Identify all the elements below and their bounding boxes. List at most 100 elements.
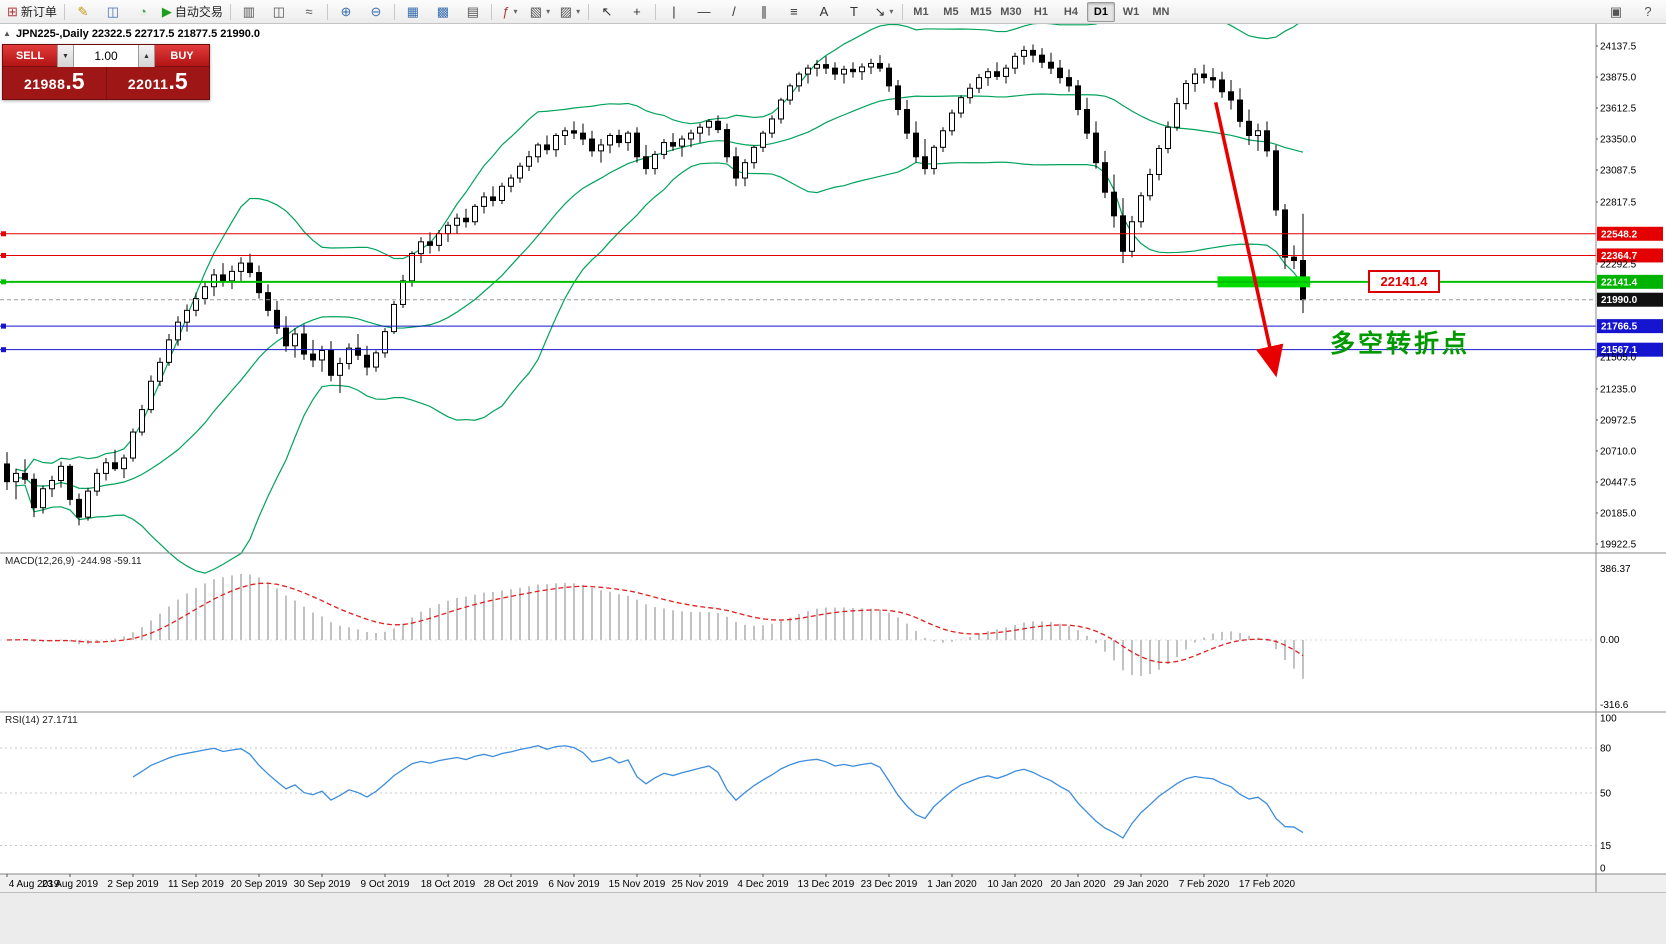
channel-icon[interactable]: ∥ <box>760 3 768 19</box>
svg-text:21766.5: 21766.5 <box>1601 322 1638 333</box>
price-label-object[interactable]: 22141.4 <box>1368 270 1440 293</box>
trendline-icon[interactable]: / <box>732 4 736 19</box>
text-icon[interactable]: A <box>819 4 829 19</box>
timeframe-d1-button[interactable]: D1 <box>1086 1 1115 22</box>
docking-icon[interactable]: ▣ <box>1609 3 1623 19</box>
volume-increase-button[interactable]: ▲ <box>138 45 155 67</box>
turning-point-text-object[interactable]: 多空转折点 <box>1330 330 1471 358</box>
svg-text:20710.0: 20710.0 <box>1600 446 1637 457</box>
cursor-icon[interactable]: ↖ <box>601 3 613 19</box>
date-axis <box>6 874 1268 877</box>
svg-text:-316.6: -316.6 <box>1600 700 1629 711</box>
svg-text:20 Sep 2019: 20 Sep 2019 <box>231 879 288 890</box>
buy-button[interactable]: BUY <box>155 45 209 67</box>
tile-windows-icon[interactable]: ▦ <box>406 3 420 19</box>
price-axis <box>1596 45 1663 545</box>
rsi-indicator-label: RSI(14) 27.1711 <box>5 715 78 726</box>
chart-canvas[interactable]: 24137.5 23875.0 23612.5 23350.0 23087.5 22817… <box>0 24 1666 892</box>
market-watch-icon[interactable]: ◫ <box>106 3 120 19</box>
candlestick-chart-icon[interactable]: ◫ <box>272 3 286 19</box>
svg-text:22364.7: 22364.7 <box>1601 251 1638 262</box>
cascade-windows-icon[interactable]: ▩ <box>436 3 450 19</box>
svg-text:30 Sep 2019: 30 Sep 2019 <box>294 879 351 890</box>
timeframe-m30-button[interactable]: M30 <box>1000 5 1022 18</box>
svg-text:20972.5: 20972.5 <box>1600 415 1637 426</box>
svg-text:1 Jan 2020: 1 Jan 2020 <box>927 879 977 890</box>
svg-text:23087.5: 23087.5 <box>1600 166 1637 177</box>
svg-text:25 Nov 2019: 25 Nov 2019 <box>672 879 729 890</box>
svg-text:10 Jan 2020: 10 Jan 2020 <box>987 879 1042 890</box>
bar-chart-icon[interactable]: ▥ <box>242 3 256 19</box>
toolbar-separator <box>63 3 65 20</box>
svg-text:2 Sep 2019: 2 Sep 2019 <box>107 879 159 890</box>
sell-price: 21988 .5 <box>3 67 106 99</box>
timeframe-m5-button[interactable]: M5 <box>943 5 959 18</box>
svg-text:50: 50 <box>1600 789 1612 800</box>
svg-text:23612.5: 23612.5 <box>1600 104 1637 115</box>
one-click-trading-panel: SELL ▼ 1.00 ▲ BUY 21988 .5 22011 .5 <box>2 44 210 100</box>
toolbar-separator <box>229 3 231 20</box>
sell-price-frac: .5 <box>65 68 85 94</box>
crosshair-icon[interactable]: + <box>633 4 641 19</box>
svg-text:4 Dec 2019: 4 Dec 2019 <box>737 879 789 890</box>
zoom-out-icon[interactable]: ⊖ <box>370 3 382 19</box>
svg-text:21567.1: 21567.1 <box>1601 345 1638 356</box>
macd-indicator-label: MACD(12,26,9) -244.98 -59.11 <box>5 556 142 567</box>
toolbar-separator <box>393 3 395 20</box>
svg-text:20185.0: 20185.0 <box>1600 508 1637 519</box>
horizontal-line-icon[interactable]: — <box>697 4 711 19</box>
grid-icon[interactable]: ▤ <box>466 3 480 19</box>
toolbar-separator <box>654 3 656 20</box>
strategy-tester-icon[interactable]: ◔ <box>138 4 147 19</box>
sell-button[interactable]: SELL <box>3 45 57 67</box>
svg-text:21505.0: 21505.0 <box>1600 353 1637 364</box>
svg-text:0.00: 0.00 <box>1600 635 1620 646</box>
buy-price-frac: .5 <box>168 68 188 94</box>
toolbar-separator <box>490 3 492 20</box>
timeframe-m15-button[interactable]: M15 <box>970 5 992 18</box>
help-icon[interactable]: ? <box>1644 4 1652 19</box>
periods-icon[interactable]: ▧ ▾ <box>529 3 551 19</box>
svg-text:20447.5: 20447.5 <box>1600 477 1637 488</box>
autotrading-button[interactable]: ▶ 自动交易 <box>161 3 223 20</box>
templates-icon[interactable]: ▨ ▾ <box>559 3 581 19</box>
svg-text:21990.0: 21990.0 <box>1601 295 1638 306</box>
timeframe-m1-button[interactable]: M1 <box>913 5 929 18</box>
fibonacci-icon[interactable]: ≡ <box>790 4 798 19</box>
volume-decrease-button[interactable]: ▼ <box>57 45 74 67</box>
buy-price: 22011 .5 <box>105 67 210 99</box>
svg-text:9 Oct 2019: 9 Oct 2019 <box>361 879 410 890</box>
timeframe-w1-button[interactable]: W1 <box>1122 5 1140 18</box>
svg-text:17 Feb 2020: 17 Feb 2020 <box>1239 879 1296 890</box>
volume-input[interactable]: 1.00 <box>74 45 138 67</box>
buy-price-main: 22011 <box>127 76 169 92</box>
timeframe-h4-button[interactable]: H4 <box>1063 5 1078 18</box>
label-icon[interactable]: T <box>849 4 858 19</box>
indicators-icon[interactable]: ƒ ▾ <box>502 4 518 19</box>
line-chart-icon[interactable]: ≈ <box>305 4 313 19</box>
svg-text:28 Oct 2019: 28 Oct 2019 <box>484 879 539 890</box>
svg-text:24137.5: 24137.5 <box>1600 41 1637 52</box>
toolbar-separator <box>901 3 903 20</box>
bottom-strip <box>0 892 1666 944</box>
timeframe-mn-button[interactable]: MN <box>1152 5 1170 18</box>
svg-text:80: 80 <box>1600 744 1612 755</box>
zoom-in-icon[interactable]: ⊕ <box>340 3 352 19</box>
svg-text:22548.2: 22548.2 <box>1601 229 1638 240</box>
svg-text:100: 100 <box>1600 714 1617 725</box>
sell-price-main: 21988 <box>23 76 66 92</box>
svg-text:7 Feb 2020: 7 Feb 2020 <box>1179 879 1230 890</box>
svg-text:18 Oct 2019: 18 Oct 2019 <box>421 879 476 890</box>
svg-text:13 Dec 2019: 13 Dec 2019 <box>798 879 855 890</box>
arrows-icon[interactable]: ↘ ▾ <box>874 3 894 19</box>
chart-collapse-icon[interactable]: ▲ <box>3 29 11 38</box>
new-order-button[interactable]: ⊞ 新订单 <box>7 3 57 20</box>
svg-text:20 Jan 2020: 20 Jan 2020 <box>1050 879 1105 890</box>
svg-text:0: 0 <box>1600 864 1606 875</box>
svg-text:22292.5: 22292.5 <box>1600 259 1637 270</box>
timeframe-h1-button[interactable]: H1 <box>1033 5 1048 18</box>
svg-text:15: 15 <box>1600 841 1612 852</box>
metaeditor-icon[interactable]: ✎ <box>77 3 89 19</box>
vertical-line-icon[interactable]: | <box>672 4 676 19</box>
macd-panel <box>0 574 1596 679</box>
